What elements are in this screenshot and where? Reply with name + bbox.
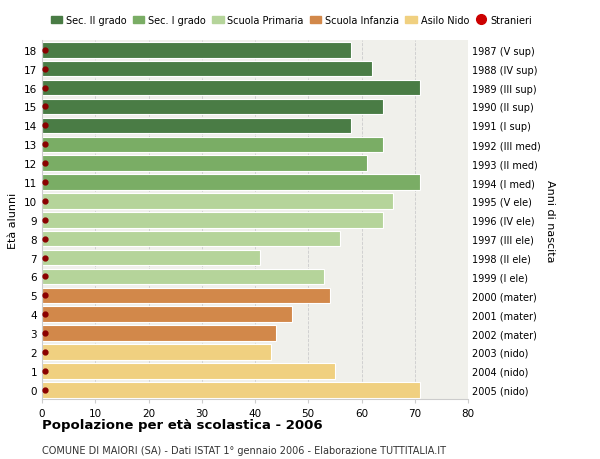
Bar [42,100,383,115]
Bar [42,269,324,285]
Bar [42,81,420,96]
Bar [42,307,292,322]
Bar [42,325,277,341]
Bar [42,137,383,153]
Bar [42,288,329,303]
Bar [42,231,340,247]
Bar [42,250,260,266]
Bar [42,156,367,172]
Bar [42,382,420,397]
Bar [42,175,420,190]
Bar [42,345,271,360]
Bar [42,194,394,209]
Legend: Sec. II grado, Sec. I grado, Scuola Primaria, Scuola Infanzia, Asilo Nido, Stran: Sec. II grado, Sec. I grado, Scuola Prim… [47,12,536,29]
Bar [42,213,383,228]
Bar [42,62,372,77]
Y-axis label: Età alunni: Età alunni [8,192,19,248]
Bar [42,118,351,134]
Text: Popolazione per età scolastica - 2006: Popolazione per età scolastica - 2006 [42,418,323,431]
Y-axis label: Anni di nascita: Anni di nascita [545,179,555,262]
Bar [42,43,351,58]
Bar [42,364,335,379]
Text: COMUNE DI MAIORI (SA) - Dati ISTAT 1° gennaio 2006 - Elaborazione TUTTITALIA.IT: COMUNE DI MAIORI (SA) - Dati ISTAT 1° ge… [42,445,446,455]
